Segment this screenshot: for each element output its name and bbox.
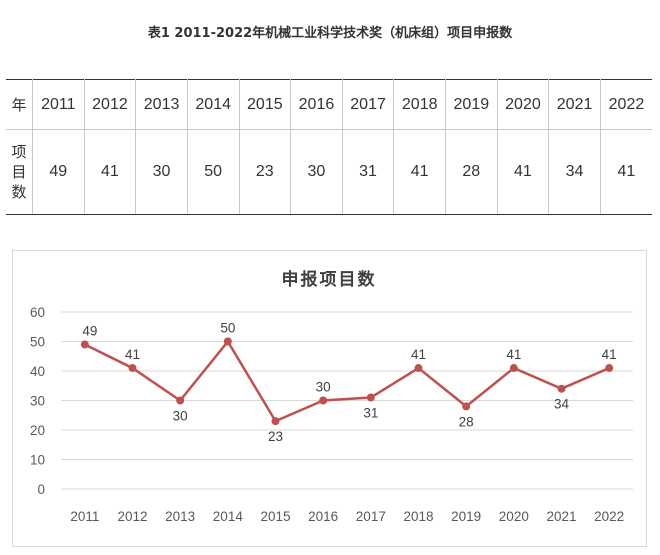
count-cell: 50 bbox=[186, 129, 240, 215]
data-label: 49 bbox=[82, 323, 97, 338]
data-label: 31 bbox=[363, 406, 378, 421]
y-tick-label: 30 bbox=[30, 394, 45, 409]
year-cell: 2021 bbox=[548, 79, 601, 130]
year-cell: 2011 bbox=[32, 79, 85, 130]
data-label: 50 bbox=[220, 321, 235, 336]
x-tick-label: 2013 bbox=[165, 509, 195, 524]
data-point bbox=[80, 340, 89, 349]
count-header-cell: 项目数 bbox=[6, 129, 33, 215]
year-cell: 2012 bbox=[83, 79, 137, 130]
y-tick-label: 10 bbox=[30, 453, 45, 468]
count-cell: 31 bbox=[341, 129, 395, 215]
year-cell: 2014 bbox=[186, 79, 240, 130]
y-tick-label: 50 bbox=[30, 335, 45, 350]
x-axis-ticks: 2011 2012 2013 2014 2015 2016 2017 2018 2019 2020… bbox=[70, 509, 624, 524]
count-row: 项目数 49 41 30 50 23 30 31 41 28 41 34 41 bbox=[6, 129, 652, 215]
x-tick-label: 2018 bbox=[403, 509, 433, 524]
year-cell: 2022 bbox=[599, 79, 652, 130]
count-cell: 41 bbox=[599, 129, 652, 215]
chart-title: 申报项目数 bbox=[282, 269, 377, 290]
data-point bbox=[128, 364, 137, 373]
x-tick-label: 2015 bbox=[260, 509, 290, 524]
year-cell: 2015 bbox=[238, 79, 292, 130]
count-cell: 41 bbox=[83, 129, 137, 215]
x-tick-label: 2020 bbox=[499, 509, 529, 524]
data-label: 28 bbox=[459, 414, 474, 429]
count-header-label: 项目数 bbox=[11, 143, 27, 201]
data-point bbox=[271, 417, 280, 426]
data-label: 30 bbox=[316, 380, 331, 395]
series-line-path bbox=[84, 340, 610, 423]
data-labels: 49 41 30 50 23 30 31 41 28 41 34 41 bbox=[82, 321, 616, 445]
data-point bbox=[605, 364, 614, 373]
data-points bbox=[80, 337, 614, 426]
x-tick-label: 2014 bbox=[213, 509, 244, 524]
count-cell: 49 bbox=[32, 129, 85, 215]
data-label: 23 bbox=[268, 429, 283, 444]
data-label: 30 bbox=[173, 409, 188, 424]
table-title: 表1 2011-2022年机械工业科学技术奖（机床组）项目申报数 bbox=[147, 26, 513, 41]
data-label: 41 bbox=[602, 347, 617, 362]
data-point bbox=[414, 364, 423, 373]
year-header-cell: 年 bbox=[6, 79, 33, 130]
data-label: 41 bbox=[125, 347, 140, 362]
x-tick-label: 2011 bbox=[70, 509, 99, 524]
x-tick-label: 2017 bbox=[356, 509, 386, 524]
gridlines bbox=[61, 311, 633, 490]
x-tick-label: 2021 bbox=[546, 509, 576, 524]
year-cell: 2013 bbox=[135, 79, 188, 130]
count-cell: 23 bbox=[238, 129, 292, 215]
data-label: 41 bbox=[506, 347, 521, 362]
year-cell: 2018 bbox=[393, 79, 446, 130]
x-tick-label: 2012 bbox=[117, 509, 147, 524]
count-cell: 34 bbox=[548, 129, 601, 215]
x-tick-label: 2016 bbox=[308, 509, 338, 524]
x-tick-label: 2022 bbox=[594, 509, 624, 524]
count-cell: 41 bbox=[393, 129, 446, 215]
year-cell: 2016 bbox=[290, 79, 343, 130]
series-line bbox=[84, 340, 610, 423]
data-point bbox=[223, 337, 232, 346]
x-tick-label: 2019 bbox=[451, 509, 481, 524]
count-cell: 28 bbox=[445, 129, 498, 215]
data-label: 41 bbox=[411, 347, 426, 362]
data-point bbox=[319, 396, 328, 405]
data-point bbox=[462, 402, 471, 411]
count-cell: 41 bbox=[496, 129, 550, 215]
year-cell: 2019 bbox=[445, 79, 498, 130]
data-point bbox=[176, 396, 185, 405]
y-tick-label: 20 bbox=[30, 423, 45, 438]
line-chart: 申报项目数 0 10 20 30 40 50 60 2011 2012 2013 2014 2015… bbox=[30, 269, 633, 524]
y-axis-ticks: 0 10 20 30 40 50 60 bbox=[30, 305, 45, 497]
count-cell: 30 bbox=[135, 129, 188, 215]
chart-container: 申报项目数 0 10 20 30 40 50 60 2011 2012 2013 2014 2015… bbox=[12, 250, 647, 547]
year-cell: 2017 bbox=[341, 79, 395, 130]
data-table: 年 2011 2012 2013 2014 2015 2016 2017 201… bbox=[6, 79, 652, 215]
data-label: 34 bbox=[554, 397, 570, 412]
data-point bbox=[366, 393, 375, 402]
y-tick-label: 40 bbox=[30, 364, 45, 379]
data-point bbox=[509, 364, 518, 373]
data-point bbox=[557, 384, 566, 393]
year-cell: 2020 bbox=[496, 79, 550, 130]
y-tick-label: 60 bbox=[30, 305, 45, 320]
year-row: 年 2011 2012 2013 2014 2015 2016 2017 201… bbox=[6, 79, 652, 130]
y-tick-label: 0 bbox=[37, 482, 45, 497]
count-cell: 30 bbox=[290, 129, 343, 215]
